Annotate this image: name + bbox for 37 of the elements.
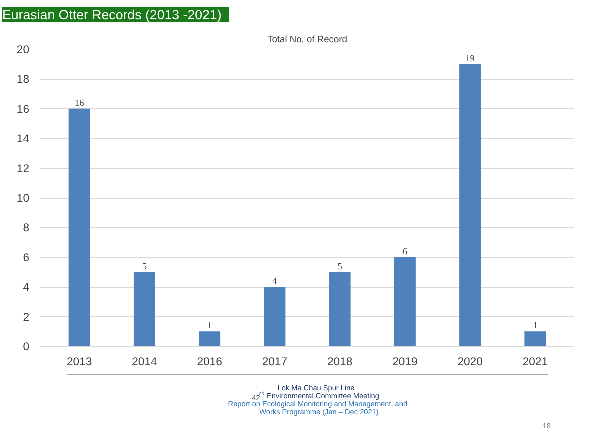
data-label: 5 bbox=[338, 262, 343, 272]
y-tick-label: 18 bbox=[16, 74, 30, 86]
x-tick-label: 2019 bbox=[392, 356, 418, 368]
data-label: 4 bbox=[272, 277, 278, 288]
y-tick-label: 0 bbox=[23, 342, 30, 354]
y-tick-label: 12 bbox=[16, 163, 30, 176]
x-tick-label: 2016 bbox=[197, 356, 222, 368]
y-tick-label: 14 bbox=[16, 134, 30, 146]
y-tick-label: 16 bbox=[16, 104, 30, 116]
x-tick-label: 2017 bbox=[262, 356, 288, 368]
bar bbox=[524, 332, 546, 346]
data-label: 5 bbox=[142, 262, 148, 272]
chart-subtitle: Total No. of Record bbox=[268, 34, 348, 44]
data-label: 6 bbox=[402, 247, 408, 258]
x-tick-label: 2020 bbox=[458, 356, 483, 368]
bar bbox=[199, 332, 221, 346]
y-tick-label: 10 bbox=[16, 193, 30, 205]
x-tick-label: 2013 bbox=[66, 356, 92, 368]
chart-title: Eurasian Otter Records (2013 -2021) bbox=[2, 8, 222, 22]
bar bbox=[68, 108, 90, 346]
data-label: 1 bbox=[207, 322, 212, 332]
y-tick-label: 2 bbox=[23, 312, 30, 324]
bar bbox=[394, 257, 416, 346]
bar bbox=[329, 272, 351, 346]
data-label: 1 bbox=[533, 322, 538, 332]
y-tick-label: 6 bbox=[23, 252, 30, 264]
data-label: 19 bbox=[466, 54, 476, 64]
y-tick-label: 8 bbox=[23, 222, 30, 235]
x-tick-label: 2021 bbox=[522, 356, 548, 368]
bar bbox=[264, 287, 286, 346]
x-tick-label: 2014 bbox=[132, 356, 158, 368]
data-label: 16 bbox=[74, 98, 85, 109]
y-tick-label: 4 bbox=[23, 282, 30, 294]
y-tick-label: 20 bbox=[16, 44, 30, 56]
bar bbox=[460, 64, 482, 346]
bar bbox=[134, 272, 156, 346]
x-tick-label: 2018 bbox=[327, 356, 353, 368]
